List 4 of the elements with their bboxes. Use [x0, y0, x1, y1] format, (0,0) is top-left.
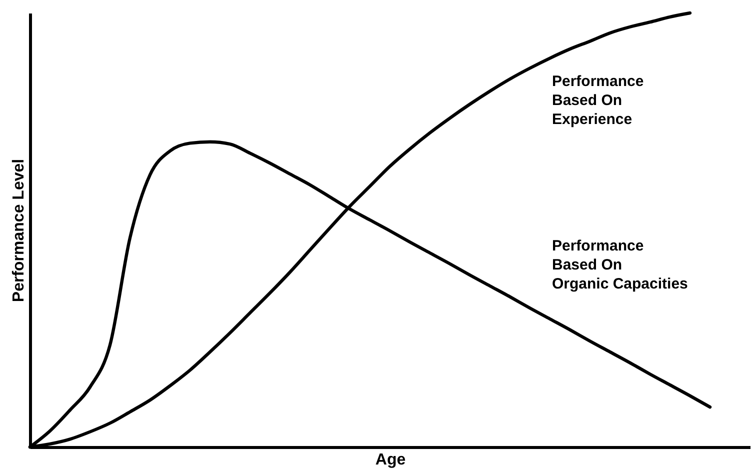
- x-axis-title: Age: [375, 452, 406, 468]
- series-label: Performance Based On Experience: [552, 72, 644, 128]
- y-axis-title: Performance Level: [10, 158, 28, 302]
- series-label: Performance Based On Organic Capacities: [552, 238, 688, 293]
